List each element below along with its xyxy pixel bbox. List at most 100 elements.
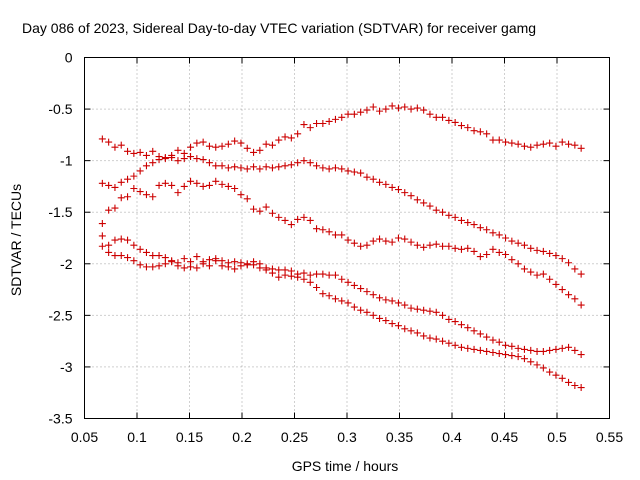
data-point [401,301,409,309]
data-point [350,281,358,289]
data-point [401,189,409,197]
data-point [464,219,472,227]
data-point [420,199,428,207]
data-point [401,103,409,111]
data-point [218,180,226,188]
data-point [237,191,245,199]
data-point [357,169,365,177]
data-point [539,247,547,255]
data-point [357,285,365,293]
data-point [382,105,390,113]
data-point [558,374,566,382]
data-point [508,342,516,350]
data-point [174,189,182,197]
data-point [237,262,245,270]
data-point [155,262,163,270]
data-point [369,311,377,319]
data-point [401,235,409,243]
data-point [105,248,113,256]
data-point [319,164,327,172]
data-point [319,226,327,234]
data-point [552,280,560,288]
data-point [117,252,125,260]
data-point [256,260,264,268]
data-point [187,153,195,161]
data-point [325,292,333,300]
data-point [338,165,346,173]
data-point [388,320,396,328]
data-point [105,138,113,146]
data-point [577,351,585,359]
data-point [413,305,421,313]
data-point [212,162,220,170]
data-point [527,244,535,252]
data-point [281,216,289,224]
data-point [205,181,213,189]
data-point [98,179,106,187]
data-point [187,143,195,151]
data-point [445,211,453,219]
data-point [426,334,434,342]
data-point [382,296,390,304]
data-point [439,242,447,250]
data-point [344,236,352,244]
data-point [407,238,415,246]
data-point [502,138,510,146]
data-point [338,297,346,305]
data-point [262,203,270,211]
data-point [105,206,113,214]
data-point [552,142,560,150]
data-point [331,295,339,303]
data-point [514,260,522,268]
x-tick-label: 0.35 [386,429,413,445]
data-point [432,335,440,343]
data-point [470,127,478,135]
data-point [344,167,352,175]
data-point [130,257,138,265]
data-point [565,378,573,386]
data-point [520,345,528,353]
data-point [331,115,339,123]
data-point [287,134,295,142]
data-point [514,140,522,148]
data-point [243,144,251,152]
data-point [98,242,106,250]
data-point [187,177,195,185]
data-point [98,220,106,228]
data-point [489,136,497,144]
data-point [130,241,138,249]
data-point [558,255,566,263]
data-point [231,137,239,145]
x-tick-label: 0.4 [442,429,462,445]
data-point [552,345,560,353]
data-point [124,193,132,201]
data-point [420,306,428,314]
data-point [275,136,283,144]
data-point [180,155,188,163]
data-point [149,252,157,260]
data-point [205,262,213,270]
data-point [445,315,453,323]
data-point [105,181,113,189]
data-point [268,141,276,149]
data-point [457,321,465,329]
data-point [199,156,207,164]
data-point [256,207,264,215]
data-point [470,221,478,229]
data-point [174,262,182,270]
data-point [495,231,503,239]
data-point [552,252,560,260]
x-tick-label: 0.1 [127,429,147,445]
data-point [476,128,484,136]
data-point [520,355,528,363]
data-point [426,110,434,118]
data-point [124,254,132,262]
data-point [331,231,339,239]
data-point [558,138,566,146]
data-point [313,162,321,170]
data-point [250,148,258,156]
data-point [508,352,516,360]
data-point [142,263,150,271]
data-point [300,157,308,165]
